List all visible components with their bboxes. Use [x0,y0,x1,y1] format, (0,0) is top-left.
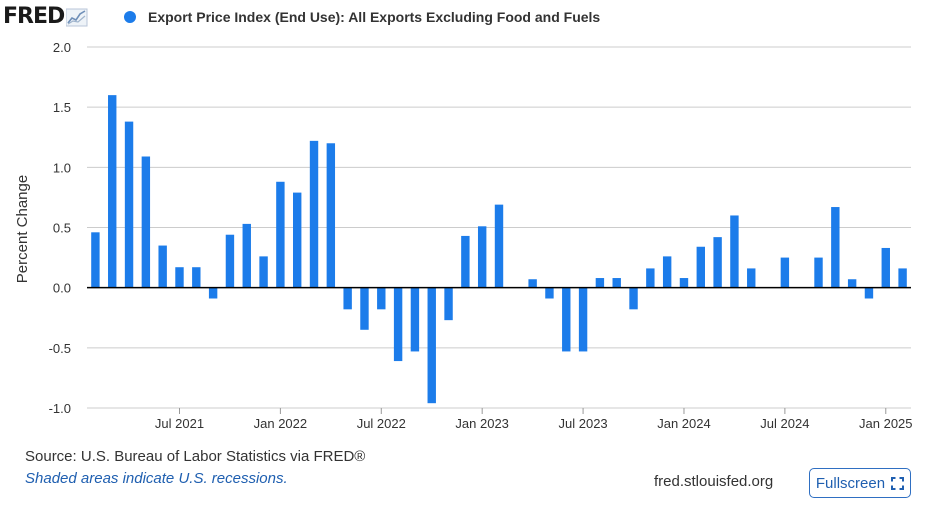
site-url[interactable]: fred.stlouisfed.org [654,473,774,490]
y-tick-label: -1.0 [49,401,71,416]
bar[interactable] [208,287,218,299]
x-tick-label: Jul 2021 [155,416,204,431]
bar[interactable] [175,267,184,288]
y-tick-labels: -1.0 -0.5 0.0 0.5 1.0 1.5 2.0 [49,40,71,416]
x-tick-label: Jul 2023 [559,416,608,431]
bar[interactable] [242,223,251,288]
bar[interactable] [780,257,790,288]
bar[interactable] [662,256,672,288]
bar[interactable] [192,267,201,288]
bar[interactable] [259,256,268,288]
source-note: Source: U.S. Bureau of Labor Statistics … [25,448,366,465]
y-tick-label: 0.5 [53,221,71,236]
x-tick-label: Jul 2022 [357,416,406,431]
y-tick-label: 2.0 [53,40,71,55]
bar[interactable] [864,287,874,299]
bar[interactable] [343,287,352,310]
fullscreen-label: Fullscreen [815,474,886,492]
bar[interactable] [629,287,638,310]
bar[interactable] [225,234,235,288]
x-tick-label: Jul 2024 [760,416,809,431]
bar[interactable] [747,268,756,288]
bar[interactable] [730,215,739,288]
bar[interactable] [713,237,722,288]
bar[interactable] [898,268,907,288]
bar[interactable] [477,226,487,288]
y-tick-label: 1.5 [53,100,71,115]
bars [91,95,907,404]
bar[interactable] [578,287,588,352]
bar[interactable] [377,287,386,310]
x-tick-label: Jan 2022 [254,416,308,431]
bar[interactable] [545,287,554,299]
bar[interactable] [494,204,504,288]
bar[interactable] [158,245,167,288]
chart-legend: Export Price Index (End Use): All Export… [124,9,600,25]
bar[interactable] [444,287,453,321]
bar[interactable] [881,247,890,288]
bar[interactable] [293,192,302,288]
fullscreen-button[interactable]: Fullscreen [809,468,911,498]
fred-logo-text: FRED [3,4,65,29]
recession-note: Shaded areas indicate U.S. recessions. [25,470,288,487]
y-tick-label: 1.0 [53,160,71,175]
bar[interactable] [309,140,319,288]
bar[interactable] [847,279,857,288]
bar[interactable] [427,287,436,404]
bar-chart: -1.0 -0.5 0.0 0.5 1.0 1.5 2.0 Jul 2021 Jan 2022… [14,40,913,431]
bar[interactable] [393,287,403,362]
bar[interactable] [410,287,420,352]
y-tick-label: -0.5 [49,341,71,356]
fred-logo[interactable]: FRED [3,4,88,29]
x-tick-label: Jan 2024 [657,416,711,431]
bar[interactable] [814,257,823,288]
legend-series-label: Export Price Index (End Use): All Export… [148,9,601,25]
bar[interactable] [276,181,285,288]
bar[interactable] [562,287,571,352]
x-tick-label: Jan 2023 [455,416,509,431]
bar[interactable] [612,278,621,288]
bar[interactable] [679,278,689,288]
fred-trendline-icon [66,8,88,26]
bar[interactable] [461,235,470,288]
x-tick-labels: Jul 2021 Jan 2022 Jul 2022 Jan 2023 Jul 2023… [155,408,913,431]
bar[interactable] [696,246,705,288]
bar[interactable] [141,156,151,288]
fullscreen-icon [891,476,905,490]
y-tick-label: 0.0 [53,281,71,296]
y-axis-label: Percent Change [14,175,31,283]
x-tick-label: Jan 2025 [859,416,913,431]
bar[interactable] [646,268,655,288]
bar[interactable] [831,207,840,288]
chart-header: FRED Export Price Index (End Use): All E… [0,0,925,36]
legend-series-marker [124,11,136,23]
bar[interactable] [108,95,117,288]
bar[interactable] [595,278,605,288]
bar[interactable] [360,287,369,330]
bar[interactable] [528,279,537,288]
bar[interactable] [124,121,134,288]
bar[interactable] [326,143,336,288]
bar[interactable] [91,232,100,288]
